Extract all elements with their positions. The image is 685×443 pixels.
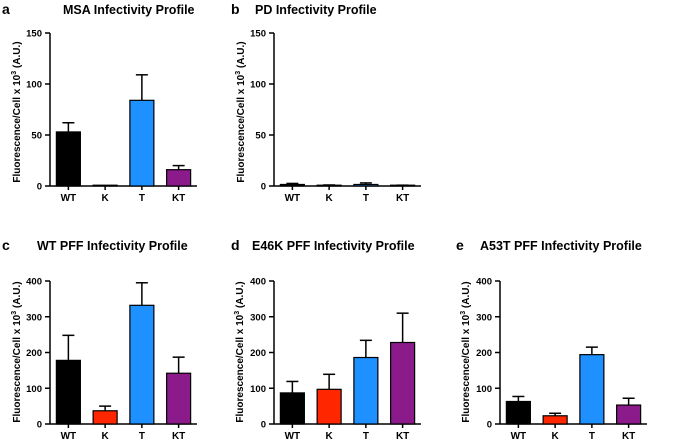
x-tick-label-d-kt: KT bbox=[396, 431, 409, 442]
y-axis-label-d: Fluorescence/Cell x 103 (A.U.) bbox=[234, 281, 246, 422]
x-tick-label-e-k: K bbox=[552, 431, 560, 442]
bar-d-wt bbox=[279, 392, 305, 425]
bar-a-wt bbox=[55, 131, 81, 187]
y-tick-label-a-3: 150 bbox=[26, 29, 42, 40]
panel-title-b: PD Infectivity Profile bbox=[255, 3, 377, 17]
panel-d: d E46K PFF Infectivity Profile Fluoresce… bbox=[231, 237, 421, 442]
y-tick-label-d-3: 300 bbox=[250, 312, 266, 323]
bar-b-k bbox=[316, 184, 342, 187]
x-tick-label-b-k: K bbox=[326, 193, 334, 204]
x-tick-label-a-wt: WT bbox=[61, 193, 77, 204]
y-tick-label-b-0: 0 bbox=[261, 182, 266, 193]
bar-e-wt bbox=[505, 400, 531, 425]
panel-title-d: E46K PFF Infectivity Profile bbox=[252, 239, 415, 253]
y-axis-label-c: Fluorescence/Cell x 103 (A.U.) bbox=[11, 281, 23, 422]
bar-e-kt bbox=[616, 404, 642, 425]
x-tick-label-d-t: T bbox=[363, 431, 369, 442]
y-tick-label-d-2: 200 bbox=[250, 348, 266, 359]
x-tick-label-e-kt: KT bbox=[622, 431, 635, 442]
y-tick-label-b-2: 100 bbox=[250, 80, 266, 91]
bar-d-t bbox=[353, 356, 379, 425]
panel-label-b: b bbox=[231, 1, 240, 17]
y-tick-label-a-2: 100 bbox=[26, 80, 42, 91]
y-tick-label-c-0: 0 bbox=[37, 420, 42, 431]
y-axis-label-a: Fluorescence/Cell x 103 (A.U.) bbox=[11, 41, 23, 182]
y-tick-label-d-4: 400 bbox=[250, 277, 266, 288]
bar-e-k bbox=[542, 415, 568, 425]
panel-b: b PD Infectivity Profile Fluorescence/Ce… bbox=[231, 1, 421, 204]
y-tick-label-d-1: 100 bbox=[250, 384, 266, 395]
y-axis-label-e: Fluorescence/Cell x 103 (A.U.) bbox=[460, 281, 472, 422]
panel-label-a: a bbox=[2, 1, 10, 17]
y-tick-label-c-3: 300 bbox=[26, 312, 42, 323]
bar-a-kt bbox=[166, 169, 192, 187]
x-tick-label-c-k: K bbox=[102, 431, 110, 442]
bar-e-t bbox=[579, 354, 605, 425]
bar-c-t bbox=[129, 304, 155, 425]
x-tick-label-e-wt: WT bbox=[511, 431, 527, 442]
bar-c-k bbox=[92, 410, 118, 425]
y-tick-label-c-4: 400 bbox=[26, 277, 42, 288]
y-tick-label-e-0: 0 bbox=[487, 420, 492, 431]
y-tick-label-b-3: 150 bbox=[250, 29, 266, 40]
bar-d-kt bbox=[390, 341, 416, 425]
bar-d-k bbox=[316, 388, 342, 425]
x-tick-label-b-kt: KT bbox=[396, 193, 409, 204]
x-tick-label-a-kt: KT bbox=[172, 193, 185, 204]
y-tick-label-e-4: 400 bbox=[476, 277, 492, 288]
bar-a-t bbox=[129, 99, 155, 187]
bar-c-wt bbox=[55, 359, 81, 425]
panel-title-a: MSA Infectivity Profile bbox=[63, 3, 195, 17]
bar-b-kt bbox=[390, 184, 416, 187]
panel-label-e: e bbox=[456, 237, 464, 253]
y-tick-label-e-1: 100 bbox=[476, 384, 492, 395]
x-tick-label-d-k: K bbox=[326, 431, 334, 442]
panel-title-e: A53T PFF Infectivity Profile bbox=[480, 239, 642, 253]
bar-b-wt bbox=[279, 183, 305, 187]
panel-c: c WT PFF Infectivity Profile Fluorescenc… bbox=[2, 237, 197, 442]
bar-c-kt bbox=[166, 372, 192, 425]
y-tick-label-b-1: 50 bbox=[255, 131, 266, 142]
x-tick-label-b-wt: WT bbox=[285, 193, 301, 204]
x-tick-label-b-t: T bbox=[363, 193, 369, 204]
y-tick-label-e-3: 300 bbox=[476, 312, 492, 323]
y-tick-label-e-2: 200 bbox=[476, 348, 492, 359]
x-tick-label-c-kt: KT bbox=[172, 431, 185, 442]
y-tick-label-d-0: 0 bbox=[261, 420, 266, 431]
panel-e: e A53T PFF Infectivity Profile Fluoresce… bbox=[456, 237, 647, 442]
panel-title-c: WT PFF Infectivity Profile bbox=[37, 239, 188, 253]
x-tick-label-a-k: K bbox=[102, 193, 110, 204]
x-tick-label-e-t: T bbox=[589, 431, 595, 442]
panel-a: a MSA Infectivity Profile Fluorescence/C… bbox=[2, 1, 197, 204]
bar-a-k bbox=[92, 184, 118, 187]
x-tick-label-c-wt: WT bbox=[61, 431, 77, 442]
y-tick-label-c-1: 100 bbox=[26, 384, 42, 395]
y-tick-label-c-2: 200 bbox=[26, 348, 42, 359]
y-tick-label-a-0: 0 bbox=[37, 182, 42, 193]
y-axis-label-b: Fluorescence/Cell x 103 (A.U.) bbox=[235, 41, 247, 182]
x-tick-label-c-t: T bbox=[139, 431, 145, 442]
y-tick-label-a-1: 50 bbox=[31, 131, 42, 142]
bar-b-t bbox=[353, 183, 379, 187]
panel-label-d: d bbox=[231, 237, 240, 253]
x-tick-label-a-t: T bbox=[139, 193, 145, 204]
x-tick-label-d-wt: WT bbox=[285, 431, 301, 442]
panel-label-c: c bbox=[2, 237, 10, 253]
